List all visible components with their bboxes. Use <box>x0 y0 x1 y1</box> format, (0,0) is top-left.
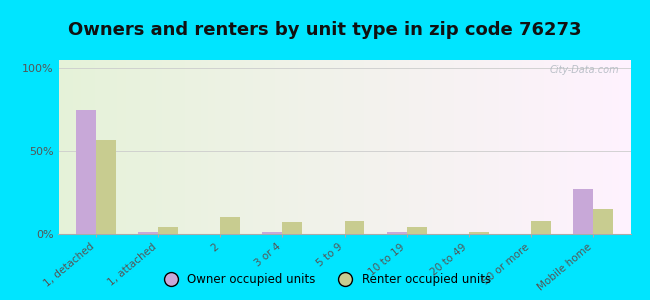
Bar <box>469 232 489 234</box>
Bar <box>407 227 426 234</box>
Bar <box>573 189 593 234</box>
Legend: Owner occupied units, Renter occupied units: Owner occupied units, Renter occupied un… <box>154 269 496 291</box>
Text: Owners and renters by unit type in zip code 76273: Owners and renters by unit type in zip c… <box>68 21 582 39</box>
Bar <box>263 232 282 234</box>
Bar <box>387 232 407 234</box>
Bar <box>96 140 116 234</box>
Text: City-Data.com: City-Data.com <box>549 65 619 75</box>
Bar <box>158 227 178 234</box>
Bar <box>344 221 365 234</box>
Bar <box>282 222 302 234</box>
Bar <box>220 218 240 234</box>
Bar <box>593 209 613 234</box>
Bar <box>76 110 96 234</box>
Bar <box>531 221 551 234</box>
Bar <box>138 232 158 234</box>
